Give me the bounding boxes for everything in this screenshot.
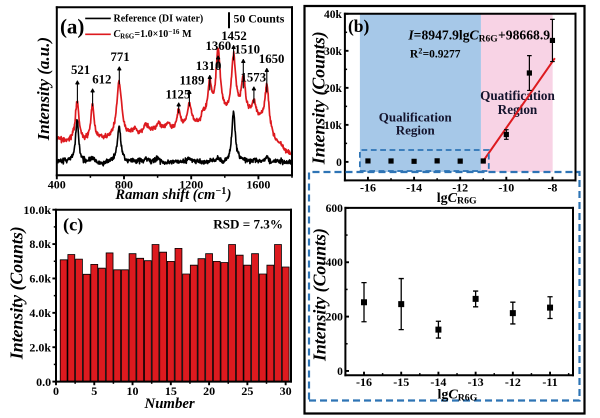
svg-text:0: 0 xyxy=(337,366,343,378)
svg-text:1600: 1600 xyxy=(246,178,270,192)
svg-text:25: 25 xyxy=(241,384,253,398)
svg-text:20: 20 xyxy=(203,384,215,398)
svg-text:Intensity (Counts): Intensity (Counts) xyxy=(7,226,28,360)
svg-text:(c): (c) xyxy=(63,215,83,236)
svg-text:Reference (DI water): Reference (DI water) xyxy=(114,14,204,25)
svg-text:771: 771 xyxy=(110,50,129,64)
svg-text:4.0k: 4.0k xyxy=(29,306,51,320)
svg-text:Intensity (Counts): Intensity (Counts) xyxy=(308,31,329,165)
svg-text:-14: -14 xyxy=(406,181,422,195)
svg-text:200: 200 xyxy=(326,312,344,324)
svg-text:RSD = 7.3%: RSD = 7.3% xyxy=(213,217,283,232)
svg-text:1360: 1360 xyxy=(206,39,232,53)
svg-text:50 Counts: 50 Counts xyxy=(234,12,285,26)
svg-text:-12: -12 xyxy=(452,181,468,195)
svg-text:10k: 10k xyxy=(324,120,343,132)
svg-text:-14: -14 xyxy=(430,375,446,389)
svg-text:1189: 1189 xyxy=(179,74,204,88)
svg-text:-15: -15 xyxy=(393,375,409,389)
svg-text:l g C R 6: l g C R 6 G xyxy=(438,385,478,404)
svg-text:I C = 8: I C = 8 9 4 7 . 9 l g + 9 8 6 6 8 . 9 R … xyxy=(407,27,554,46)
svg-text:1573: 1573 xyxy=(241,70,267,84)
svg-text:10: 10 xyxy=(127,384,139,398)
svg-text:6.0k: 6.0k xyxy=(29,272,51,286)
svg-text:Number: Number xyxy=(144,396,195,412)
svg-text:0: 0 xyxy=(336,157,342,169)
svg-text:8.0k: 8.0k xyxy=(29,237,51,251)
svg-text:1510: 1510 xyxy=(234,43,260,57)
svg-text:0.0: 0.0 xyxy=(36,375,51,389)
svg-text:400: 400 xyxy=(326,257,344,269)
svg-text:612: 612 xyxy=(92,72,111,86)
svg-text:1200: 1200 xyxy=(179,178,203,192)
svg-text:1650: 1650 xyxy=(259,52,285,66)
svg-text:10.0k: 10.0k xyxy=(23,203,51,217)
svg-text:40k: 40k xyxy=(324,9,343,21)
svg-text:l g C R 6: l g C R 6 G xyxy=(437,189,477,208)
svg-text:30: 30 xyxy=(280,384,292,398)
svg-text:-11: -11 xyxy=(542,375,557,389)
svg-text:600: 600 xyxy=(326,203,344,215)
svg-text:(b): (b) xyxy=(348,16,370,36)
svg-text:30k: 30k xyxy=(324,46,343,58)
svg-text:Qualification: Qualification xyxy=(379,109,453,124)
svg-text:-10: -10 xyxy=(498,181,514,195)
svg-text:800: 800 xyxy=(115,178,133,192)
svg-text:1452: 1452 xyxy=(221,29,247,43)
svg-text:Intensity (a.u.): Intensity (a.u.) xyxy=(34,37,53,141)
svg-text:-13: -13 xyxy=(468,375,484,389)
svg-text:R a m a n: R a m a n s h i f t ( c m ) − 1 xyxy=(114,181,235,203)
svg-text:0: 0 xyxy=(53,384,59,398)
svg-text:-12: -12 xyxy=(505,375,521,389)
svg-text:Region: Region xyxy=(396,122,436,137)
svg-text:2.0k: 2.0k xyxy=(29,340,51,354)
svg-text:(a): (a) xyxy=(60,15,85,39)
svg-text:R = 0 .: R = 0 . 9 2 7 7 2 xyxy=(410,44,465,61)
svg-text:C R 6 G: C R 6 G − 1 6 = 1 . 0 × 1 0 M xyxy=(114,21,193,43)
svg-text:400: 400 xyxy=(48,178,66,192)
svg-text:521: 521 xyxy=(71,63,90,77)
svg-text:5: 5 xyxy=(91,384,97,398)
svg-text:Quatification: Quatification xyxy=(480,88,555,103)
svg-text:-8: -8 xyxy=(547,181,557,195)
svg-text:Intensity (Counts): Intensity (Counts) xyxy=(309,228,330,362)
svg-text:-16: -16 xyxy=(360,181,376,195)
svg-text:20k: 20k xyxy=(324,83,343,95)
svg-text:-16: -16 xyxy=(356,375,372,389)
svg-text:1125: 1125 xyxy=(165,87,190,101)
svg-text:15: 15 xyxy=(165,384,177,398)
svg-text:1310: 1310 xyxy=(196,59,222,73)
